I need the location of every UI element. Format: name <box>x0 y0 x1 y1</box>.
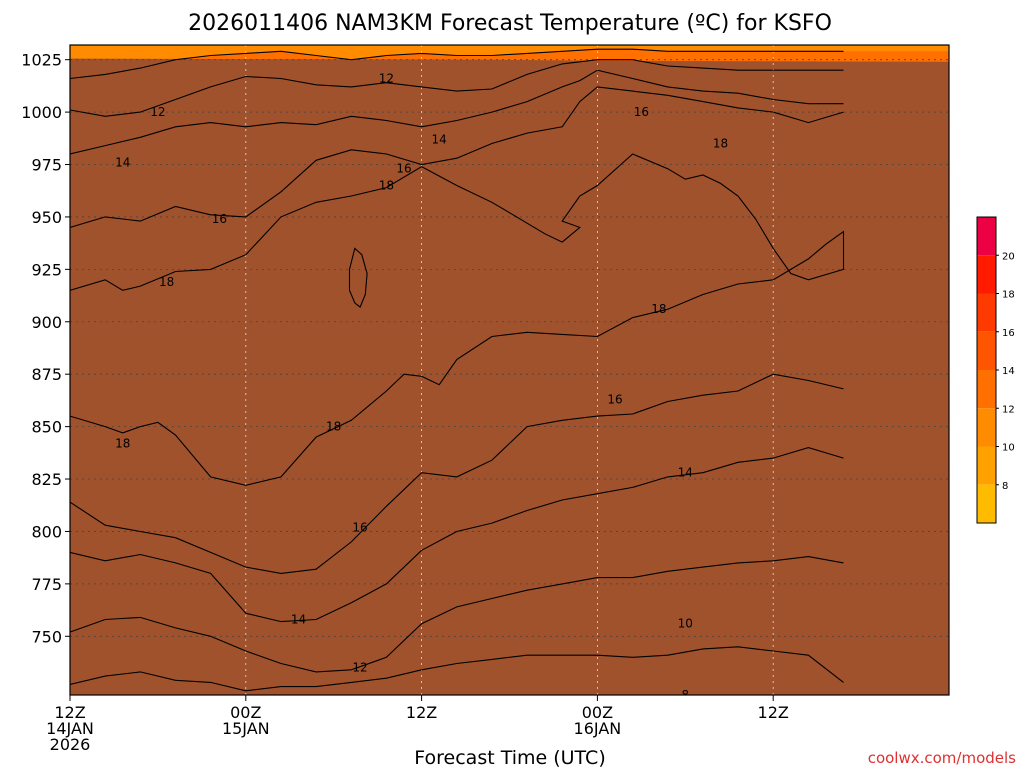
legend-swatch <box>977 293 996 332</box>
contour-label: 12 <box>379 72 394 86</box>
contour-16 <box>70 373 844 574</box>
legend-swatch <box>977 331 996 370</box>
contour-label: 16 <box>396 162 411 176</box>
contour-label: 14 <box>678 466 693 480</box>
legend-label: 10 <box>1002 443 1015 454</box>
y-axis: 750 775 800 825 850 875 900 925 950 975 1000 1025 <box>21 51 70 646</box>
contour-label: 14 <box>291 613 306 627</box>
contour-label: 18 <box>713 137 728 151</box>
y-tick-label: 925 <box>31 260 62 279</box>
y-tick-label: 875 <box>31 365 62 384</box>
contour-20 <box>348 247 368 308</box>
contour-label: 14 <box>432 132 447 146</box>
legend-label: 18 <box>1002 290 1015 301</box>
terrain-layer <box>70 58 949 695</box>
legend-swatch <box>977 255 996 294</box>
y-tick-label: 1000 <box>21 103 62 122</box>
legend-swatch <box>977 446 996 485</box>
legend-swatch <box>977 370 996 409</box>
x-tick-label: 00Z <box>230 703 261 722</box>
y-tick-label: 750 <box>31 627 62 646</box>
contour-12 <box>70 556 844 673</box>
contour-16 <box>70 86 844 228</box>
contour-18 <box>70 153 845 486</box>
y-tick-label: 950 <box>31 208 62 227</box>
y-tick-label: 900 <box>31 313 62 332</box>
contour-label: 18 <box>115 436 130 450</box>
legend-swatch <box>977 484 996 523</box>
x-tick-label: 00Z <box>582 703 613 722</box>
legend-swatch <box>977 408 996 447</box>
chart-title: 2026011406 NAM3KM Forecast Temperature (… <box>188 11 832 36</box>
terrain-surface <box>70 58 949 695</box>
fill-region-10 <box>70 45 949 79</box>
legend-label: 16 <box>1002 328 1015 339</box>
contour-label: 16 <box>1 459 16 473</box>
contour-10 <box>70 48 844 80</box>
contour-12 <box>70 59 844 117</box>
contour-label: 18 <box>651 302 666 316</box>
contour-10 <box>70 646 844 692</box>
y-tick-label: 975 <box>31 156 62 175</box>
contour-label: 18 <box>159 275 174 289</box>
x-tick-label: 12Z <box>406 703 437 722</box>
contour-label: 12 <box>352 661 367 675</box>
y-tick-label: 1025 <box>21 51 62 70</box>
contour-label: 14 <box>115 155 130 169</box>
x-tick-label: 2026 <box>50 735 91 754</box>
plot-frame <box>69 44 950 696</box>
contour-label: 8 <box>681 688 689 702</box>
contour-14 <box>70 447 844 623</box>
contour-label: 18 <box>379 178 394 192</box>
x-tick-label: 15JAN <box>222 719 270 738</box>
contour-label: 16 <box>634 105 649 119</box>
y-tick-label: 850 <box>31 418 62 437</box>
legend-label: 8 <box>1002 481 1008 492</box>
y-tick-label: 800 <box>31 522 62 541</box>
x-tick-label: 14JAN <box>46 719 94 738</box>
contour-label: 18 <box>326 420 341 434</box>
contour-label: 16 <box>212 212 227 226</box>
color-legend: 8 10 12 14 16 18 20 <box>976 216 1015 524</box>
x-axis-label: Forecast Time (UTC) <box>414 747 605 768</box>
x-tick-label: 16JAN <box>574 719 622 738</box>
contour-label: 16 <box>352 520 367 534</box>
y-tick-label: 775 <box>31 575 62 594</box>
legend-label: 12 <box>1002 404 1015 415</box>
legend-swatch <box>977 217 996 256</box>
x-tick-label: 12Z <box>758 703 789 722</box>
grid-lines <box>70 45 949 695</box>
x-tick-label: 12Z <box>54 703 85 722</box>
contour-label: 16 <box>607 392 622 406</box>
contour-lines <box>70 48 845 695</box>
contour-label: 10 <box>678 617 693 631</box>
y-tick-label: 825 <box>31 470 62 489</box>
contour-14 <box>70 69 844 155</box>
legend-label: 14 <box>1002 366 1015 377</box>
credit-text: coolwx.com/models <box>868 749 1016 767</box>
legend-label: 20 <box>1002 251 1015 262</box>
contour-label: 12 <box>150 105 165 119</box>
